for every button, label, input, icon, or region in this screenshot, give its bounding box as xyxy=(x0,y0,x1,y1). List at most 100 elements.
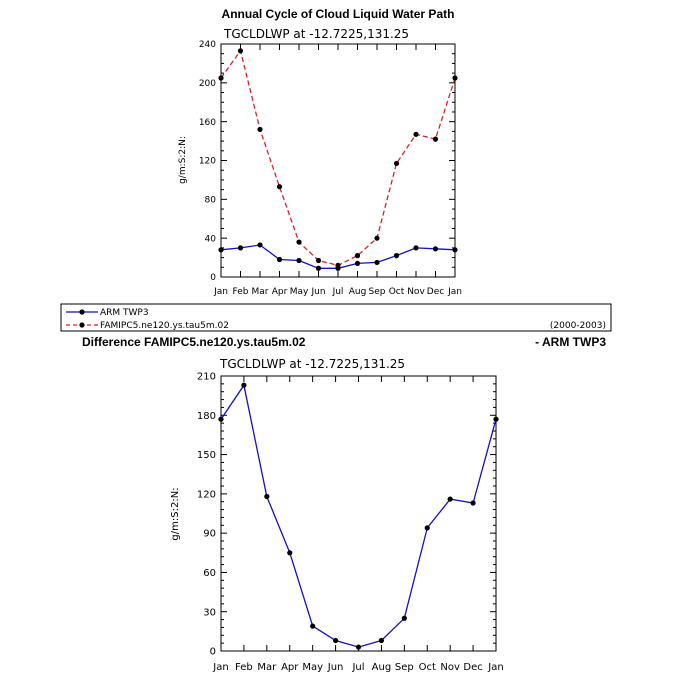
chart-1-series-1-line xyxy=(220,49,456,267)
chart-1-x-tick-label: May xyxy=(290,287,309,297)
chart-1-series-1-point xyxy=(335,262,341,268)
chart-2-frame xyxy=(220,375,497,652)
chart-1-series-0-point xyxy=(354,260,361,267)
chart-1-x-tick-label: Oct xyxy=(389,287,405,297)
chart-1-x-tick-label: Aug xyxy=(349,287,367,297)
chart-2-y-tick-label: 30 xyxy=(203,607,216,618)
chart-2-series-0-point xyxy=(447,496,453,502)
chart-1-y-tick-label: 240 xyxy=(199,40,216,50)
chart-1-x-tick-label: Apr xyxy=(272,287,288,297)
chart-2-series-0-point xyxy=(470,500,476,506)
chart-1-series-0-point xyxy=(237,245,244,251)
chart-2-plot: 0 30 60 90 120 150 180 210 Jan Feb Mar Apr May Jun Jul… xyxy=(197,372,504,673)
chart-1-series-1-point xyxy=(432,136,439,142)
chart-1-series-0-point xyxy=(218,247,224,253)
chart-1-series-1-point xyxy=(354,253,361,259)
chart-1-x-tick-label: Jan xyxy=(447,287,462,297)
chart-1-series-1-point xyxy=(276,184,283,190)
chart-2-x-tick-label: Feb xyxy=(235,662,253,673)
chart-1-x-tick-label: Sep xyxy=(369,287,386,297)
chart-2-title-left: Difference FAMIPC5.ne120.ys.tau5m.02 xyxy=(82,335,306,349)
chart-1-series-1-point xyxy=(237,48,244,54)
legend-label-famip: FAMIPC5.ne120.ys.tau5m.02 xyxy=(100,321,229,331)
chart-2-series-0-point xyxy=(218,416,224,422)
chart-2-y-tick-label: 0 xyxy=(210,647,216,658)
chart-1-x-tick-label: Jun xyxy=(310,287,325,297)
chart-1-x-tick-label: Nov xyxy=(407,287,425,297)
chart-2-x-tick-label: Aug xyxy=(372,662,392,673)
chart-1-subtitle: TGCLDLWP at -12.7225,131.25 xyxy=(223,27,409,41)
chart-1-series-1-point xyxy=(218,75,224,81)
chart-1-series-1-point xyxy=(393,160,400,167)
chart-1-x-tick-label: Dec xyxy=(427,287,444,297)
chart-1-series-1-point xyxy=(315,257,322,264)
chart-2-series-0-point xyxy=(493,416,499,422)
chart-1-x-tick-label: Mar xyxy=(252,287,269,297)
chart-2-title-right: - ARM TWP3 xyxy=(535,335,606,349)
chart-1-frame xyxy=(220,43,456,278)
legend-label-arm: ARM TWP3 xyxy=(100,308,149,318)
legend-marker-arm xyxy=(79,309,85,315)
chart-2-y-axis-label: g/m:S:2:N: xyxy=(170,487,181,540)
chart-2-series-0-point xyxy=(378,637,385,644)
chart-1-y-tick-label: 160 xyxy=(199,118,216,128)
chart-2-series-0-point xyxy=(332,637,339,644)
legend-box xyxy=(60,303,612,332)
chart-2-x-tick-label: Nov xyxy=(440,662,460,673)
chart-2-y-tick-label: 150 xyxy=(197,450,216,461)
chart-2-x-tick-label: Dec xyxy=(463,662,482,673)
chart-1-y-tick-label: 0 xyxy=(210,273,216,283)
chart-2-x-tick-label: Jun xyxy=(327,662,344,673)
chart-1-series-0-point xyxy=(432,246,439,252)
chart-1-x-tick-label: Jan xyxy=(213,287,228,297)
chart-2-y-tick-label: 180 xyxy=(197,411,216,422)
chart-2-x-tick-label: Jul xyxy=(351,662,364,673)
chart-2-y-tick-label: 60 xyxy=(203,568,216,579)
chart-1-y-tick-label: 200 xyxy=(199,79,216,89)
chart-2-x-tick-label: Mar xyxy=(257,662,277,673)
chart-2-x-tick-label: Jan xyxy=(212,662,228,673)
chart-2-series-0-point xyxy=(241,382,247,388)
chart-2-x-tick-label: May xyxy=(302,662,323,673)
chart-1-series-0-point xyxy=(315,265,322,271)
chart-2-subtitle: TGCLDLWP at -12.7225,131.25 xyxy=(219,357,405,371)
chart-1-series-0-point xyxy=(393,253,400,259)
legend-marker-famip xyxy=(79,322,85,328)
chart-1-series-0-point xyxy=(276,256,283,263)
chart-1-y-tick-label: 120 xyxy=(199,157,216,167)
chart-2-series-0-point xyxy=(310,623,316,629)
chart-2-y-tick-label: 210 xyxy=(197,372,216,383)
chart-1-title: Annual Cycle of Cloud Liquid Water Path xyxy=(222,7,455,21)
chart-2-series-0-point xyxy=(355,644,362,650)
chart-1-x-tick-label: Feb xyxy=(233,287,249,297)
chart-2-series-0-point xyxy=(424,525,430,531)
chart-2-series-0-point xyxy=(401,615,407,621)
chart-2-x-tick-label: Oct xyxy=(419,662,436,673)
chart-1-x-tick-label: Jul xyxy=(332,287,344,297)
chart-1-series-0-point xyxy=(452,247,458,253)
chart-1-legend: ARM TWP3 FAMIPC5.ne120.ys.tau5m.02 (2000… xyxy=(60,303,612,332)
chart-1-plot: 0 40 80 120 160 200 240 Jan Feb Mar Apr May Jun Jul Au… xyxy=(199,40,462,297)
chart-1-series-0-point xyxy=(374,259,380,266)
chart-2-x-tick-label: Sep xyxy=(395,662,414,673)
legend-period: (2000-2003) xyxy=(550,321,606,331)
chart-2-y-tick-label: 90 xyxy=(203,529,216,540)
chart-1-series-1-point xyxy=(413,131,419,137)
chart-1-y-axis-label: g/m:S:2:N: xyxy=(178,136,188,184)
chart-1-series-1-point xyxy=(257,126,263,133)
chart-1-series-1-point xyxy=(296,239,302,245)
chart-1-series-1-point xyxy=(374,235,380,241)
chart-1-series-1-point xyxy=(452,75,458,81)
chart-2-series-0-line xyxy=(220,383,497,648)
chart-2-y-tick-label: 120 xyxy=(197,489,216,500)
chart-1-series-0-point xyxy=(257,242,263,248)
chart-2-series-0-point xyxy=(287,550,293,556)
chart-2-series-0-point xyxy=(264,493,270,500)
chart-2-x-tick-label: Jan xyxy=(487,662,503,673)
chart-1-series-0-point xyxy=(413,245,419,251)
chart-1-y-tick-label: 80 xyxy=(205,196,217,206)
chart-1-series-0-point xyxy=(296,257,302,264)
chart-2-x-tick-label: Apr xyxy=(281,662,299,673)
chart-1-y-tick-label: 40 xyxy=(205,234,217,244)
